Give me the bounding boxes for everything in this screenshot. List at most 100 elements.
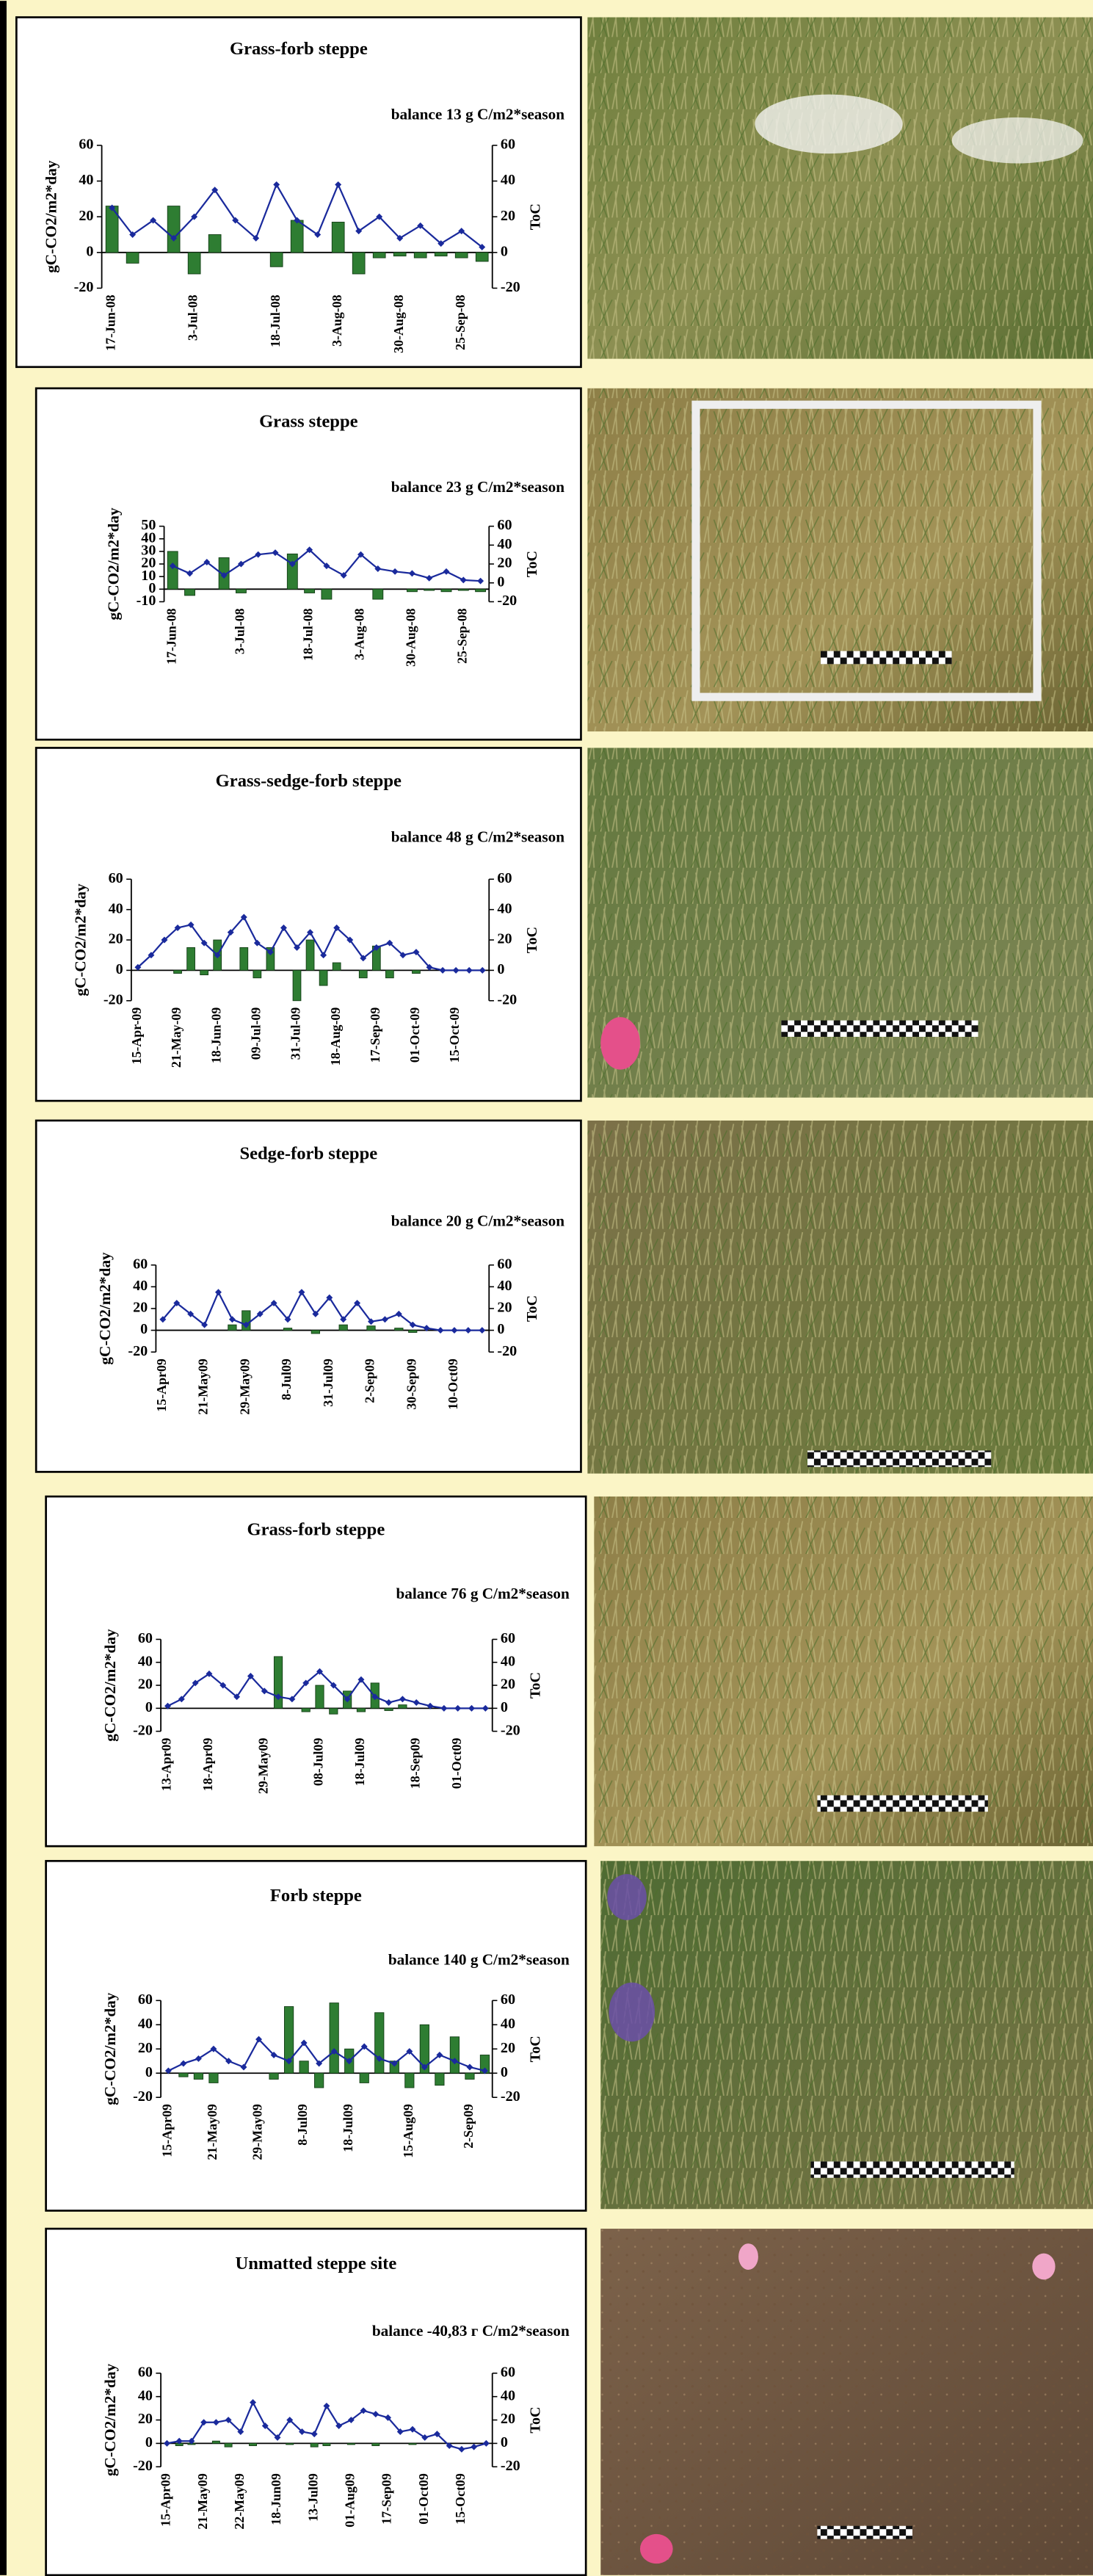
bar	[450, 2037, 459, 2073]
scale-bar	[821, 651, 952, 665]
bar	[319, 970, 327, 985]
x-tick-label: 25-Sep-08	[454, 608, 469, 664]
x-tick-label: 13-Apr09	[159, 1738, 174, 1792]
x-tick-label: 18-Jul09	[341, 2104, 355, 2152]
x-tick-label: 09-Jul-09	[248, 1007, 263, 1060]
bar	[465, 2073, 474, 2079]
y2-tick-label: 60	[501, 1991, 515, 2008]
chart-subtitle: balance 23 g C/m2*season	[391, 478, 565, 496]
x-tick-label: 15-Oct-09	[447, 1007, 462, 1063]
bar	[367, 1326, 375, 1331]
photo-flowers	[609, 1983, 655, 2041]
bar	[286, 2443, 294, 2445]
x-tick-label: 08-Jul09	[311, 1738, 326, 1787]
y-tick-label: 40	[138, 2387, 153, 2403]
y2-tick-label: 40	[501, 2016, 515, 2032]
y2-tick-label: 60	[501, 137, 515, 153]
y-tick-label: 60	[138, 2364, 153, 2380]
y2-tick-label: 20	[497, 931, 512, 947]
y2-tick-label: 40	[497, 900, 512, 916]
photo-marker	[1032, 2254, 1055, 2280]
y-tick-label: 40	[109, 900, 123, 916]
scale-bar	[781, 1021, 978, 1037]
x-tick-label: 29-May09	[237, 1358, 252, 1415]
x-tick-label: 10-Oct09	[446, 1358, 460, 1410]
x-tick-label: 3-Jul-08	[233, 608, 247, 654]
y-tick-label: -20	[133, 1722, 153, 1738]
y2-tick-label: 20	[501, 208, 515, 224]
x-tick-label: 29-May09	[255, 1738, 270, 1795]
chart-box	[46, 1497, 587, 1846]
y2-tick-label: -20	[497, 593, 517, 609]
y-axis-label: gC-CO2/m2*day	[101, 1629, 119, 1742]
y-tick-label: -20	[104, 991, 123, 1007]
photo-marker	[640, 2534, 673, 2564]
chart-title: Grass-forb steppe	[230, 39, 368, 59]
x-tick-label: 18-Aug-09	[328, 1007, 343, 1066]
bar	[185, 589, 195, 596]
y2-tick-label: 60	[497, 1256, 512, 1272]
bar	[167, 551, 178, 589]
y2-axis-label: ToC	[524, 1295, 540, 1322]
y-tick-label: 0	[145, 2434, 153, 2450]
bar	[306, 940, 314, 970]
x-tick-label: 30-Aug-08	[404, 608, 418, 667]
y-tick-label: 40	[138, 2016, 153, 2032]
left-border	[0, 1, 7, 2575]
bar	[187, 947, 195, 970]
y-tick-label: 0	[145, 1699, 153, 1715]
y-tick-label: 60	[133, 1256, 148, 1272]
y2-tick-label: 40	[497, 1278, 512, 1294]
bar	[375, 2013, 384, 2073]
bar	[194, 2073, 203, 2079]
bar	[209, 2073, 218, 2083]
x-tick-label: 17-Sep09	[380, 2473, 394, 2525]
x-tick-label: 13-Jul09	[305, 2473, 320, 2522]
bar	[393, 253, 406, 256]
bar	[333, 963, 341, 970]
y2-axis-label: ToC	[528, 2406, 544, 2433]
x-tick-label: 15-Oct09	[453, 2473, 468, 2525]
y-tick-label: -20	[133, 2088, 153, 2105]
y-tick-label: 40	[79, 172, 93, 188]
photo-texture	[587, 18, 1093, 359]
chart-box	[36, 1121, 581, 1472]
chart-box	[16, 18, 581, 367]
bar	[299, 2061, 308, 2073]
y2-tick-label: 0	[501, 243, 508, 259]
y2-tick-label: 20	[497, 1300, 512, 1316]
x-tick-label: 17-Jun-08	[104, 294, 118, 351]
page: {"chart_data": [ {"type": "bar_line", "t…	[0, 0, 1093, 2576]
y2-axis-label: ToC	[524, 927, 540, 953]
bar	[385, 1708, 393, 1710]
x-tick-label: 3-Jul-08	[186, 294, 200, 341]
scale-bar	[810, 2161, 1014, 2177]
y-tick-label: -20	[133, 2458, 153, 2474]
x-tick-label: 21-May-09	[169, 1007, 184, 1068]
chart-panel: Sedge-forb steppebalance 20 g C/m2*seaso…	[36, 1121, 581, 1472]
y2-axis-label: ToC	[528, 1672, 544, 1698]
y2-tick-label: 0	[501, 2064, 508, 2080]
x-tick-label: 25-Sep-08	[453, 294, 468, 350]
bar	[359, 970, 367, 977]
bar	[269, 2073, 278, 2079]
x-tick-label: 18-Apr09	[200, 1738, 215, 1792]
y2-tick-label: 40	[501, 1653, 515, 1669]
y2-axis-label: ToC	[528, 2036, 544, 2062]
y2-tick-label: 40	[501, 2387, 515, 2403]
y-tick-label: -20	[74, 279, 94, 295]
bar	[455, 253, 468, 258]
y-tick-label: 20	[79, 208, 93, 224]
x-tick-label: 29-May09	[250, 2104, 265, 2160]
bar	[414, 253, 426, 258]
chart-title: Grass-forb steppe	[247, 1520, 385, 1540]
y2-tick-label: -20	[497, 991, 517, 1007]
x-tick-label: 15-Apr09	[159, 2473, 173, 2527]
x-tick-label: 15-Aug09	[401, 2104, 415, 2158]
chart-subtitle: balance 48 g C/m2*season	[391, 828, 565, 845]
y2-tick-label: 60	[501, 2364, 515, 2380]
y-tick-label: 60	[138, 1991, 153, 2008]
y-tick-label: 0	[86, 243, 93, 259]
bar	[250, 2443, 257, 2445]
